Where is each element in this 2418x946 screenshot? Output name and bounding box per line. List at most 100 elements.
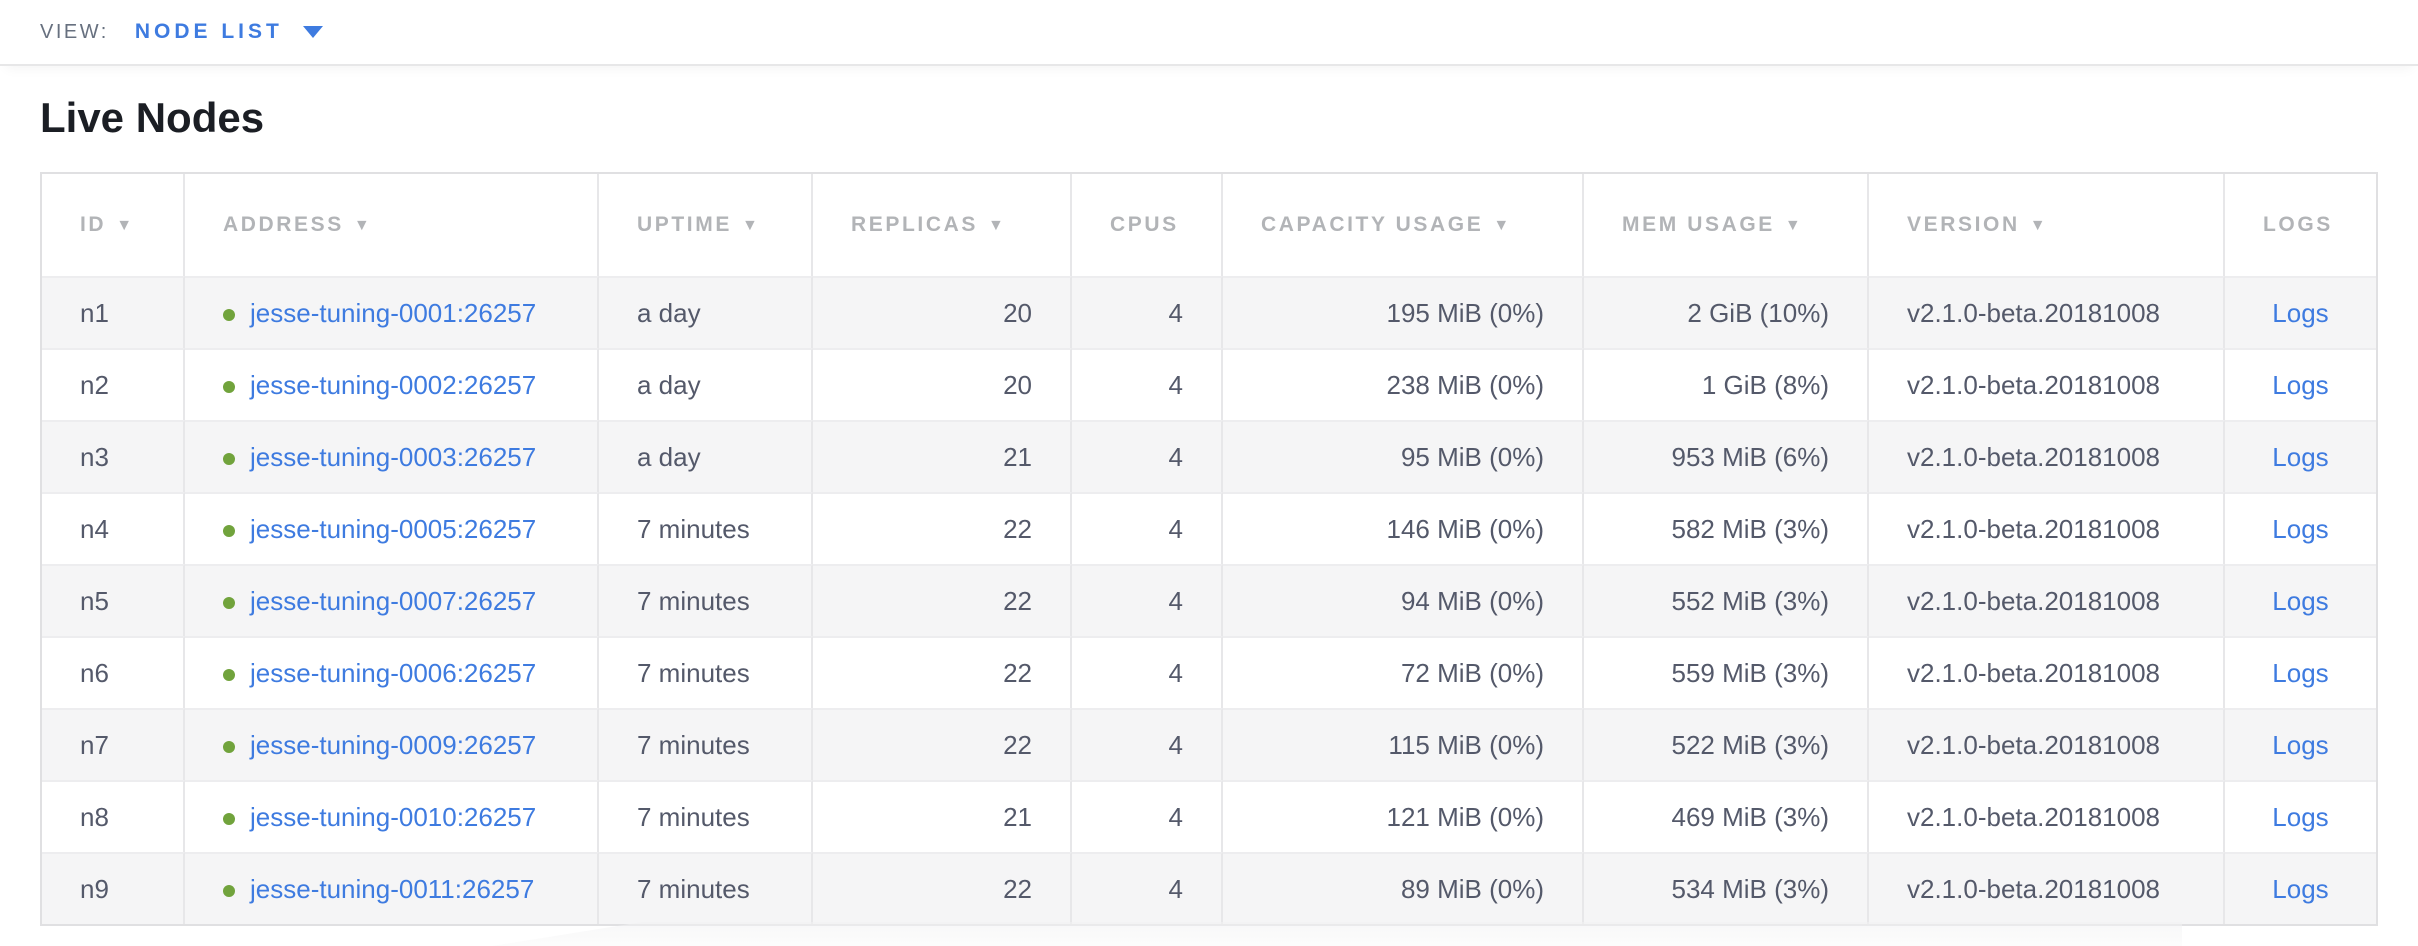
mem-usage-cell: 522 MiB (3%) xyxy=(1584,708,1869,780)
logs-link[interactable]: Logs xyxy=(2272,297,2329,328)
node-address-link[interactable]: jesse-tuning-0005:26257 xyxy=(250,513,537,544)
view-selected-value: NODE LIST xyxy=(134,20,283,43)
view-selector-dropdown[interactable]: NODE LIST xyxy=(135,20,323,44)
logs-cell: Logs xyxy=(2225,564,2376,636)
version-cell: v2.1.0-beta.20181008 xyxy=(1869,636,2225,708)
column-header-id[interactable]: ID ▼ xyxy=(42,174,185,276)
cpus-cell: 4 xyxy=(1072,852,1223,924)
sort-desc-icon: ▼ xyxy=(1784,217,1804,234)
mem-usage-cell: 582 MiB (3%) xyxy=(1584,492,1869,564)
live-nodes-table: ID ▼ ADDRESS ▼ UPTIME ▼ REPLICAS ▼ CPUS CAPA… xyxy=(40,172,2378,926)
live-status-icon xyxy=(223,380,235,393)
sort-desc-icon: ▼ xyxy=(353,217,373,234)
column-header-uptime[interactable]: UPTIME ▼ xyxy=(599,174,813,276)
column-header-capacity-usage[interactable]: CAPACITY USAGE ▼ xyxy=(1223,174,1584,276)
sort-desc-icon: ▼ xyxy=(116,217,135,234)
node-id-cell: n6 xyxy=(42,636,185,708)
logs-link[interactable]: Logs xyxy=(2272,369,2329,400)
replicas-cell: 20 xyxy=(813,348,1072,420)
node-id-cell: n3 xyxy=(42,420,185,492)
column-header-cpus: CPUS xyxy=(1072,174,1223,276)
capacity-usage-cell: 115 MiB (0%) xyxy=(1223,708,1584,780)
uptime-cell: 7 minutes xyxy=(599,780,813,852)
version-cell: v2.1.0-beta.20181008 xyxy=(1869,780,2225,852)
logs-cell: Logs xyxy=(2225,780,2376,852)
node-address-link[interactable]: jesse-tuning-0011:26257 xyxy=(250,873,535,904)
view-bar: VIEW: NODE LIST xyxy=(0,0,2418,66)
mem-usage-cell: 534 MiB (3%) xyxy=(1584,852,1869,924)
cpus-cell: 4 xyxy=(1072,636,1223,708)
table-row: n2 jesse-tuning-0002:26257 a day 20 4 23… xyxy=(42,348,2376,420)
mem-usage-cell: 469 MiB (3%) xyxy=(1584,780,1869,852)
replicas-cell: 21 xyxy=(813,780,1072,852)
capacity-usage-cell: 195 MiB (0%) xyxy=(1223,276,1584,348)
column-header-logs: LOGS xyxy=(2225,174,2376,276)
cpus-cell: 4 xyxy=(1072,420,1223,492)
node-address-cell: jesse-tuning-0010:26257 xyxy=(185,780,599,852)
capacity-usage-cell: 72 MiB (0%) xyxy=(1223,636,1584,708)
next-section-shadow xyxy=(492,922,2182,946)
logs-cell: Logs xyxy=(2225,852,2376,924)
node-id-cell: n9 xyxy=(42,852,185,924)
page-title: Live Nodes xyxy=(40,94,265,141)
live-status-icon xyxy=(223,524,235,537)
logs-link[interactable]: Logs xyxy=(2272,729,2329,760)
uptime-cell: 7 minutes xyxy=(599,492,813,564)
capacity-usage-cell: 94 MiB (0%) xyxy=(1223,564,1584,636)
cpus-cell: 4 xyxy=(1072,276,1223,348)
logs-link[interactable]: Logs xyxy=(2272,657,2329,688)
column-header-version[interactable]: VERSION ▼ xyxy=(1869,174,2225,276)
node-address-link[interactable]: jesse-tuning-0010:26257 xyxy=(250,801,537,832)
column-header-address[interactable]: ADDRESS ▼ xyxy=(185,174,599,276)
logs-link[interactable]: Logs xyxy=(2272,873,2329,904)
sort-desc-icon: ▼ xyxy=(2029,217,2049,234)
node-address-cell: jesse-tuning-0007:26257 xyxy=(185,564,599,636)
logs-cell: Logs xyxy=(2225,420,2376,492)
caret-down-icon xyxy=(302,26,323,38)
table-row: n9 jesse-tuning-0011:26257 7 minutes 22 … xyxy=(42,852,2376,924)
sort-desc-icon: ▼ xyxy=(1493,217,1512,234)
uptime-cell: 7 minutes xyxy=(599,636,813,708)
table-row: n3 jesse-tuning-0003:26257 a day 21 4 95… xyxy=(42,420,2376,492)
logs-cell: Logs xyxy=(2225,348,2376,420)
node-address-link[interactable]: jesse-tuning-0002:26257 xyxy=(250,369,537,400)
live-status-icon xyxy=(223,668,235,681)
replicas-cell: 22 xyxy=(813,492,1072,564)
version-cell: v2.1.0-beta.20181008 xyxy=(1869,708,2225,780)
mem-usage-cell: 559 MiB (3%) xyxy=(1584,636,1869,708)
node-address-cell: jesse-tuning-0009:26257 xyxy=(185,708,599,780)
logs-link[interactable]: Logs xyxy=(2272,441,2329,472)
node-id-cell: n5 xyxy=(42,564,185,636)
uptime-cell: a day xyxy=(599,348,813,420)
version-cell: v2.1.0-beta.20181008 xyxy=(1869,420,2225,492)
node-address-link[interactable]: jesse-tuning-0001:26257 xyxy=(250,297,537,328)
cpus-cell: 4 xyxy=(1072,780,1223,852)
column-header-mem-usage[interactable]: MEM USAGE ▼ xyxy=(1584,174,1869,276)
node-address-link[interactable]: jesse-tuning-0006:26257 xyxy=(250,657,537,688)
sort-desc-icon: ▼ xyxy=(741,217,761,234)
table-row: n7 jesse-tuning-0009:26257 7 minutes 22 … xyxy=(42,708,2376,780)
node-address-link[interactable]: jesse-tuning-0007:26257 xyxy=(250,585,537,616)
node-address-cell: jesse-tuning-0006:26257 xyxy=(185,636,599,708)
node-address-cell: jesse-tuning-0002:26257 xyxy=(185,348,599,420)
node-address-link[interactable]: jesse-tuning-0003:26257 xyxy=(250,441,537,472)
logs-link[interactable]: Logs xyxy=(2272,513,2329,544)
cpus-cell: 4 xyxy=(1072,348,1223,420)
live-status-icon xyxy=(223,596,235,609)
node-address-cell: jesse-tuning-0001:26257 xyxy=(185,276,599,348)
logs-link[interactable]: Logs xyxy=(2272,801,2329,832)
node-id-cell: n7 xyxy=(42,708,185,780)
replicas-cell: 20 xyxy=(813,276,1072,348)
node-id-cell: n2 xyxy=(42,348,185,420)
logs-link[interactable]: Logs xyxy=(2272,585,2329,616)
replicas-cell: 21 xyxy=(813,420,1072,492)
capacity-usage-cell: 238 MiB (0%) xyxy=(1223,348,1584,420)
mem-usage-cell: 953 MiB (6%) xyxy=(1584,420,1869,492)
uptime-cell: 7 minutes xyxy=(599,564,813,636)
node-address-link[interactable]: jesse-tuning-0009:26257 xyxy=(250,729,537,760)
table-row: n6 jesse-tuning-0006:26257 7 minutes 22 … xyxy=(42,636,2376,708)
table-row: n1 jesse-tuning-0001:26257 a day 20 4 19… xyxy=(42,276,2376,348)
cpus-cell: 4 xyxy=(1072,708,1223,780)
logs-cell: Logs xyxy=(2225,708,2376,780)
column-header-replicas[interactable]: REPLICAS ▼ xyxy=(813,174,1072,276)
